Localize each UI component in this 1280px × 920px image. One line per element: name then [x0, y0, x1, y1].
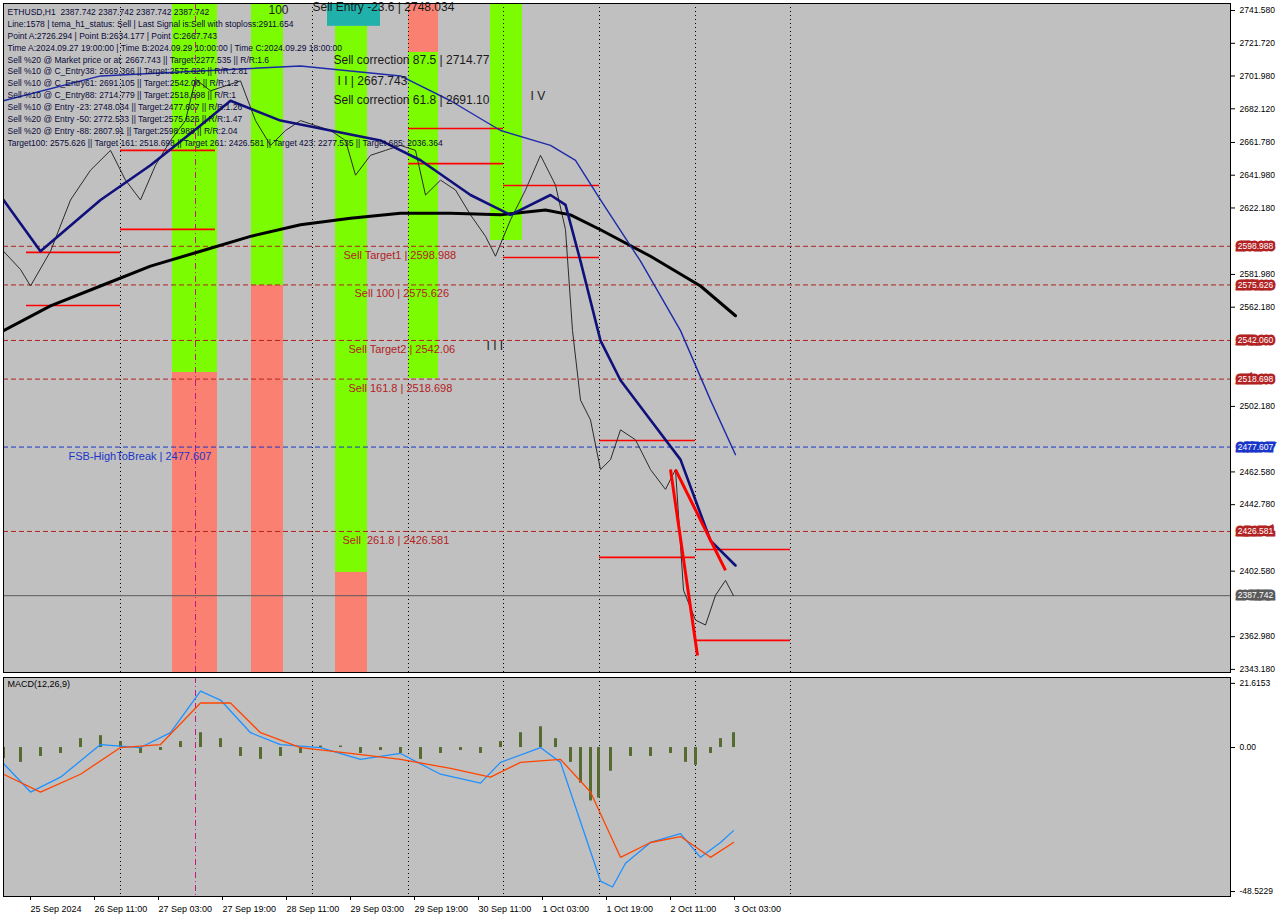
svg-text:100: 100	[269, 3, 289, 17]
svg-text:1 Oct 19:00: 1 Oct 19:00	[607, 904, 654, 914]
svg-text:29 Sep 03:00: 29 Sep 03:00	[351, 904, 405, 914]
svg-text:2477.607: 2477.607	[1238, 442, 1274, 452]
svg-text:Sell correction 61.8 | 2691.10: Sell correction 61.8 | 2691.10	[334, 93, 490, 107]
svg-text:2462.580: 2462.580	[1240, 467, 1276, 477]
svg-text:2343.180: 2343.180	[1240, 664, 1276, 674]
svg-text:2426.581: 2426.581	[1238, 526, 1274, 536]
svg-text:2682.120: 2682.120	[1240, 104, 1276, 114]
svg-text:Sell 261.8 | 2426.581: Sell 261.8 | 2426.581	[343, 534, 450, 546]
svg-text:I I I: I I I	[487, 339, 504, 353]
svg-text:2402.580: 2402.580	[1240, 566, 1276, 576]
svg-text:25 Sep 2024: 25 Sep 2024	[31, 904, 82, 914]
svg-text:2581.980: 2581.980	[1240, 269, 1276, 279]
svg-text:26 Sep 11:00: 26 Sep 11:00	[95, 904, 148, 914]
svg-text:27 Sep 19:00: 27 Sep 19:00	[223, 904, 277, 914]
svg-text:2518.698: 2518.698	[1238, 374, 1274, 384]
svg-text:2502.180: 2502.180	[1240, 401, 1276, 411]
svg-text:30 Sep 11:00: 30 Sep 11:00	[479, 904, 532, 914]
svg-text:0.00: 0.00	[1240, 742, 1257, 752]
svg-text:2362.980: 2362.980	[1240, 631, 1276, 641]
svg-text:3 Oct 03:00: 3 Oct 03:00	[735, 904, 782, 914]
svg-text:21.6153: 21.6153	[1240, 678, 1271, 688]
svg-text:2641.980: 2641.980	[1240, 170, 1276, 180]
svg-text:MACD(12,26,9): MACD(12,26,9)	[8, 679, 71, 689]
svg-text:FSB-HighToBreak | 2477.607: FSB-HighToBreak | 2477.607	[69, 450, 212, 462]
svg-text:Sell 100 | 2575.626: Sell 100 | 2575.626	[355, 287, 450, 299]
svg-text:Sell Target1 | 2598.988: Sell Target1 | 2598.988	[344, 249, 457, 261]
svg-text:Sell Target2 | 2542.06: Sell Target2 | 2542.06	[349, 343, 456, 355]
svg-text:2741.580: 2741.580	[1240, 5, 1276, 15]
svg-text:I V: I V	[531, 89, 546, 103]
svg-text:2442.780: 2442.780	[1240, 499, 1276, 509]
svg-text:2562.180: 2562.180	[1240, 302, 1276, 312]
svg-text:2 Oct 11:00: 2 Oct 11:00	[671, 904, 717, 914]
svg-text:28 Sep 11:00: 28 Sep 11:00	[287, 904, 340, 914]
svg-text:2598.988: 2598.988	[1238, 241, 1274, 251]
svg-text:2387.742: 2387.742	[1238, 590, 1274, 600]
svg-text:2575.626: 2575.626	[1238, 280, 1274, 290]
svg-text:27 Sep 03:00: 27 Sep 03:00	[159, 904, 213, 914]
svg-text:I I | 2667.743: I I | 2667.743	[338, 74, 408, 88]
svg-text:2661.780: 2661.780	[1240, 137, 1276, 147]
svg-text:Sell Entry -23.6 | 2748.034: Sell Entry -23.6 | 2748.034	[313, 0, 455, 14]
svg-text:29 Sep 19:00: 29 Sep 19:00	[415, 904, 469, 914]
svg-text:2622.180: 2622.180	[1240, 203, 1276, 213]
svg-text:ETHUSD,H1 2387.742 2387.742 2: ETHUSD,H1 2387.742 2387.742 2387.742 238…	[8, 7, 444, 148]
svg-text:1 Oct 03:00: 1 Oct 03:00	[543, 904, 590, 914]
svg-text:Sell 161.8 | 2518.698: Sell 161.8 | 2518.698	[349, 382, 453, 394]
svg-text:2721.720: 2721.720	[1240, 38, 1276, 48]
svg-text:-48.5229: -48.5229	[1240, 886, 1274, 896]
svg-text:Sell correction 87.5 | 2714.77: Sell correction 87.5 | 2714.77	[334, 53, 490, 67]
svg-text:2542.060: 2542.060	[1238, 335, 1274, 345]
svg-text:2701.980: 2701.980	[1240, 71, 1276, 81]
